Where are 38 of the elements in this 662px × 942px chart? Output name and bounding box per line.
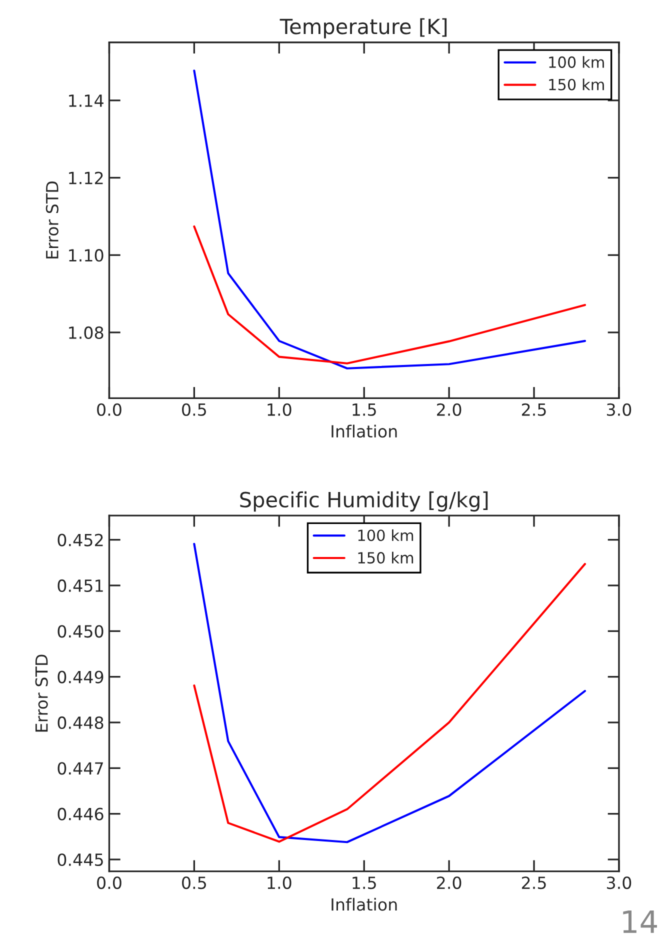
- x-tick-label: 2.5: [522, 876, 546, 890]
- y-tick-label: 0.448: [58, 716, 104, 730]
- x-axis-title: Inflation: [332, 424, 397, 438]
- text: 14: [623, 910, 657, 933]
- chart-title: Temperature [K]: [280, 18, 447, 38]
- x-tick-label: 0.5: [182, 876, 206, 890]
- legend-label: 100 km: [358, 529, 414, 542]
- x-tick-label: 1.5: [352, 876, 376, 890]
- chart-title: Specific Humidity [g/kg]: [240, 491, 488, 512]
- y-tick-label: 1.14: [69, 94, 104, 107]
- y-tick-label: 1.10: [69, 249, 104, 262]
- y-axis-title: Error STD: [35, 654, 48, 732]
- x-tick-label: 3.0: [606, 403, 632, 416]
- x-tick-label: 0.5: [182, 403, 206, 416]
- y-tick-label: 1.12: [69, 172, 103, 184]
- x-tick-label: 2.0: [437, 876, 462, 890]
- x-tick-label: 0.0: [97, 876, 122, 890]
- x-tick-label: 1.0: [268, 403, 292, 416]
- y-axis-title: Error STD: [46, 182, 58, 258]
- y-tick-label: 1.08: [69, 326, 104, 339]
- y-tick-label: 0.449: [58, 670, 104, 684]
- x-tick-label: 2.0: [437, 403, 462, 416]
- x-tick-label: 3.0: [606, 876, 632, 890]
- x-tick-label: 2.5: [522, 403, 546, 416]
- y-tick-label: 0.450: [58, 625, 104, 638]
- x-tick-label: 0.0: [97, 403, 122, 416]
- y-tick-label: 0.452: [58, 534, 103, 546]
- x-tick-label: 1.0: [268, 876, 292, 890]
- y-tick-label: 0.451: [58, 579, 103, 592]
- y-tick-label: 0.446: [58, 808, 104, 820]
- x-tick-label: 1.5: [352, 404, 376, 416]
- line-series: [193, 225, 586, 364]
- legend-label: 150 km: [549, 78, 604, 90]
- y-tick-label: 0.447: [58, 762, 103, 775]
- legend-label: 150 km: [358, 552, 414, 564]
- y-tick-label: 0.445: [58, 853, 103, 866]
- x-axis-title: Inflation: [332, 898, 397, 911]
- legend-label: 100 km: [549, 56, 604, 68]
